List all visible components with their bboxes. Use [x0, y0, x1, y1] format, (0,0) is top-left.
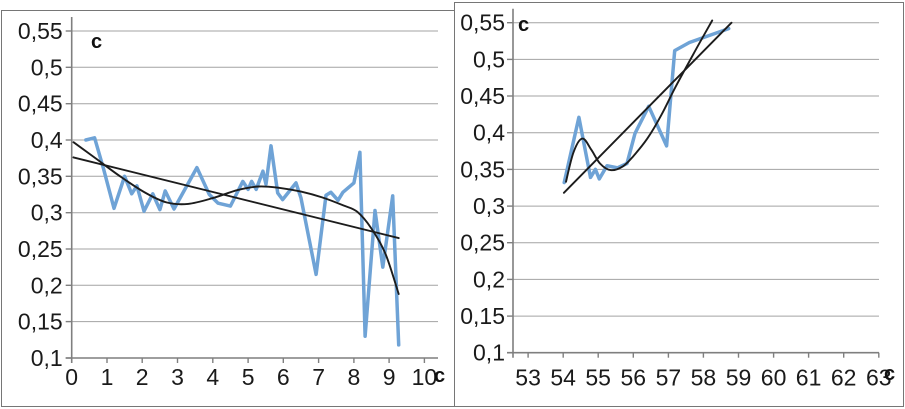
x-tick-label: 6 [277, 364, 290, 390]
left-y-axis-title: c [91, 31, 103, 53]
x-tick-label: 61 [796, 365, 822, 391]
y-tick-label: 0,15 [18, 309, 63, 335]
left-x-axis-title: c [434, 365, 446, 387]
y-tick-label: 0,2 [473, 266, 505, 292]
measured-data-line [84, 136, 401, 347]
y-tick-label: 0,25 [18, 236, 63, 262]
x-tick-label: 3 [171, 364, 184, 390]
y-tick-label: 0,4 [31, 127, 63, 153]
x-tick-label: 53 [515, 365, 541, 391]
polynomial-trend-line [565, 19, 714, 183]
left-chart-panel: 0,55 0,5 0,45 0,4 0,35 0,3 0,25 0,2 0,15 0,1 0 1 2 3 4… [1, 10, 455, 407]
x-tick-label: 10 [412, 364, 438, 390]
linear-trend-line [562, 21, 733, 194]
x-tick-label: 4 [206, 364, 219, 390]
y-tick-label: 0,3 [473, 193, 505, 219]
linear-trend-line [72, 156, 400, 240]
x-tick-label: 0 [65, 364, 78, 390]
x-tick-label: 2 [136, 364, 149, 390]
y-tick-label: 0,5 [31, 54, 63, 80]
left-chart-svg: 0,55 0,5 0,45 0,4 0,35 0,3 0,25 0,2 0,15 0,10 1 2 3 4… [18, 17, 438, 390]
x-tick-label: 7 [312, 364, 325, 390]
y-tick-label: 0,35 [460, 156, 505, 182]
x-tick-label: 59 [726, 365, 752, 391]
y-tick-label: 0,3 [31, 200, 63, 226]
y-tick-label: 0,5 [473, 46, 505, 72]
polynomial-trend-line [72, 141, 400, 295]
y-tick-label: 0,1 [31, 345, 63, 371]
x-tick-label: 56 [621, 365, 647, 391]
y-tick-label: 0,45 [18, 91, 63, 117]
y-tick-label: 0,35 [18, 163, 63, 189]
x-tick-label: 8 [348, 364, 361, 390]
y-tick-label: 0,2 [31, 272, 63, 298]
x-tick-label: 58 [691, 365, 717, 391]
x-tick-label: 57 [656, 365, 682, 391]
y-tick-label: 0,1 [473, 340, 505, 366]
right-y-axis-title: c [518, 14, 530, 36]
right-x-axis-title: c [884, 363, 896, 385]
y-tick-label: 0,25 [460, 230, 505, 256]
x-tick-label: 1 [101, 364, 114, 390]
x-tick-label: 54 [550, 365, 576, 391]
right-chart-panel: 0,55 0,5 0,45 0,4 0,35 0,3 0,25 0,2 0,15 0,1 53 54 5… [454, 2, 904, 407]
x-tick-label: 63 [866, 365, 892, 391]
x-tick-label: 55 [585, 365, 611, 391]
right-chart-svg: 0,55 0,5 0,45 0,4 0,35 0,3 0,25 0,2 0,15 0,1 53 54 5… [460, 8, 892, 391]
x-tick-label: 62 [831, 365, 857, 391]
x-tick-label: 9 [383, 364, 396, 390]
x-tick-label: 60 [761, 365, 787, 391]
y-tick-label: 0,55 [18, 18, 63, 44]
y-tick-label: 0,4 [473, 120, 505, 146]
y-tick-label: 0,55 [460, 10, 505, 36]
x-tick-label: 5 [242, 364, 255, 390]
y-tick-label: 0,15 [460, 303, 505, 329]
y-tick-label: 0,45 [460, 83, 505, 109]
